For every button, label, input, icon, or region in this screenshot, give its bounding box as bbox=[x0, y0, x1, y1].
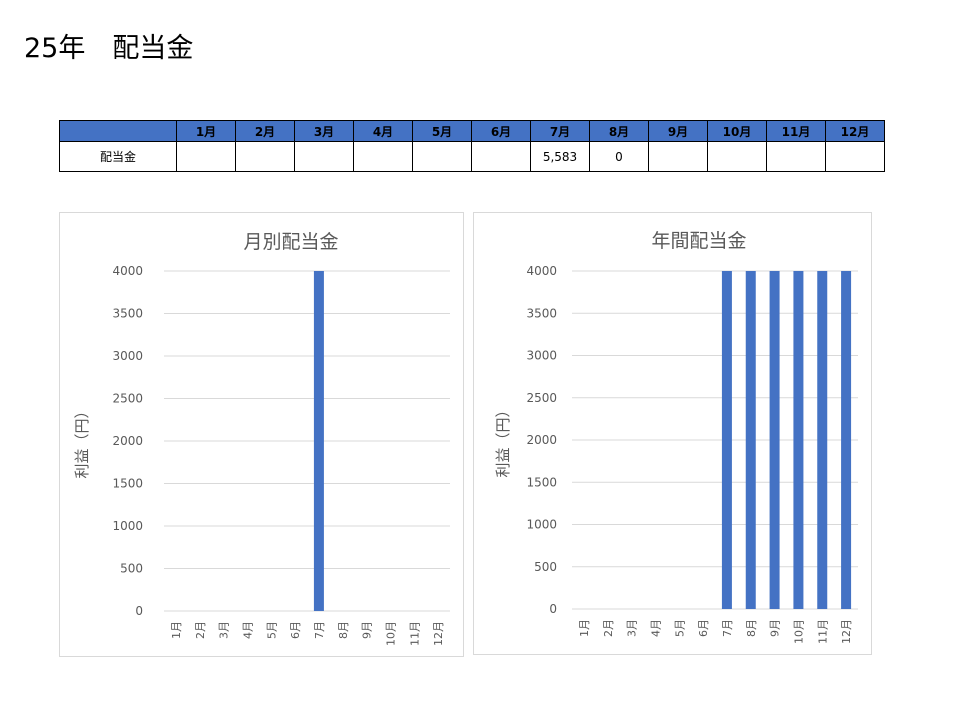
header-month-1: 1月 bbox=[176, 120, 236, 142]
y-tick-label: 2500 bbox=[112, 392, 143, 406]
bar-12月 bbox=[841, 271, 852, 609]
x-tick-label: 3月 bbox=[626, 619, 639, 637]
y-tick-label: 1000 bbox=[112, 519, 143, 533]
x-tick-label: 6月 bbox=[697, 619, 710, 637]
chart-title: 年間配当金 bbox=[651, 230, 746, 252]
header-month-11: 11月 bbox=[766, 120, 826, 142]
header-month-7: 7月 bbox=[530, 120, 590, 142]
annual-dividend-chart-svg: 年間配当金 0 500 1000 1500 2000 2500 3000 3500 4000 利益（… bbox=[494, 230, 858, 644]
table-row: 配当金 5,583 0 bbox=[59, 141, 885, 172]
cell-month-6 bbox=[471, 141, 531, 172]
bar-8月 bbox=[745, 271, 756, 609]
x-tick-label: 5月 bbox=[673, 619, 686, 637]
x-tick-label: 10月 bbox=[384, 621, 397, 646]
header-month-3: 3月 bbox=[294, 120, 354, 142]
header-month-4: 4月 bbox=[353, 120, 413, 142]
y-axis-label: 利益（円） bbox=[494, 402, 512, 477]
bar-7月 bbox=[313, 271, 324, 611]
x-tick-label: 12月 bbox=[840, 619, 853, 644]
header-month-12: 12月 bbox=[825, 120, 885, 142]
y-tick-label: 2000 bbox=[112, 434, 143, 448]
y-tick-label: 500 bbox=[120, 562, 143, 576]
x-tick-label: 2月 bbox=[194, 621, 207, 639]
y-tick-label: 1500 bbox=[526, 475, 557, 489]
cell-month-3 bbox=[294, 141, 354, 172]
cell-month-12 bbox=[825, 141, 885, 172]
cell-month-1 bbox=[176, 141, 236, 172]
bar-11月 bbox=[817, 271, 828, 609]
y-tick-label: 1000 bbox=[526, 518, 557, 532]
row-label: 配当金 bbox=[59, 141, 177, 172]
header-month-6: 6月 bbox=[471, 120, 531, 142]
y-tick-label: 2500 bbox=[526, 391, 557, 405]
cell-month-7: 5,583 bbox=[530, 141, 590, 172]
y-tick-label: 3500 bbox=[112, 307, 143, 321]
y-tick-label: 500 bbox=[534, 560, 557, 574]
x-tick-label: 1月 bbox=[170, 621, 183, 639]
x-tick-label: 4月 bbox=[241, 621, 254, 639]
table-header-row: 1月 2月 3月 4月 5月 6月 7月 8月 9月 10月 11月 12月 bbox=[59, 120, 885, 142]
x-tick-label: 2月 bbox=[602, 619, 615, 637]
x-tick-label: 6月 bbox=[289, 621, 302, 639]
page-title: 25年 配当金 bbox=[24, 33, 194, 64]
y-tick-label: 0 bbox=[549, 602, 557, 616]
y-tick-label: 3500 bbox=[526, 306, 557, 320]
y-tick-label: 3000 bbox=[526, 349, 557, 363]
header-month-8: 8月 bbox=[589, 120, 649, 142]
y-tick-label: 4000 bbox=[526, 264, 557, 278]
cell-month-2 bbox=[235, 141, 295, 172]
header-month-5: 5月 bbox=[412, 120, 472, 142]
y-tick-label: 1500 bbox=[112, 477, 143, 491]
y-tick-label: 3000 bbox=[112, 349, 143, 363]
x-tick-label: 10月 bbox=[792, 619, 805, 644]
x-tick-label: 3月 bbox=[218, 621, 231, 639]
chart-title: 月別配当金 bbox=[243, 231, 338, 253]
y-tick-label: 2000 bbox=[526, 433, 557, 447]
x-tick-label: 8月 bbox=[337, 621, 350, 639]
x-tick-label: 11月 bbox=[408, 621, 421, 646]
monthly-dividend-chart: 月別配当金 0 500 1000 1500 2000 2500 3000 3500 4000 利益（… bbox=[59, 212, 464, 657]
cell-month-5 bbox=[412, 141, 472, 172]
cell-month-11 bbox=[766, 141, 826, 172]
y-tick-label: 4000 bbox=[112, 264, 143, 278]
bar-10月 bbox=[793, 271, 804, 609]
cell-month-4 bbox=[353, 141, 413, 172]
x-tick-label: 9月 bbox=[361, 621, 374, 639]
cell-month-8: 0 bbox=[589, 141, 649, 172]
x-tick-label: 8月 bbox=[745, 619, 758, 637]
bar-7月 bbox=[721, 271, 732, 609]
bar-9月 bbox=[769, 271, 780, 609]
y-axis-label: 利益（円） bbox=[73, 403, 91, 478]
dividend-table: 1月 2月 3月 4月 5月 6月 7月 8月 9月 10月 11月 12月 配… bbox=[59, 120, 885, 172]
x-tick-label: 1月 bbox=[578, 619, 591, 637]
x-tick-label: 7月 bbox=[313, 621, 326, 639]
x-tick-label: 7月 bbox=[721, 619, 734, 637]
monthly-dividend-chart-svg: 月別配当金 0 500 1000 1500 2000 2500 3000 3500 4000 利益（… bbox=[73, 231, 450, 646]
x-tick-label: 9月 bbox=[769, 619, 782, 637]
cell-month-10 bbox=[707, 141, 767, 172]
x-tick-label: 11月 bbox=[816, 619, 829, 644]
header-corner-cell bbox=[59, 120, 177, 142]
header-month-10: 10月 bbox=[707, 120, 767, 142]
x-tick-label: 4月 bbox=[649, 619, 662, 637]
annual-dividend-chart: 年間配当金 0 500 1000 1500 2000 2500 3000 3500 4000 利益（… bbox=[473, 212, 872, 655]
header-month-9: 9月 bbox=[648, 120, 708, 142]
x-tick-label: 5月 bbox=[265, 621, 278, 639]
x-tick-label: 12月 bbox=[432, 621, 445, 646]
cell-month-9 bbox=[648, 141, 708, 172]
y-tick-label: 0 bbox=[135, 604, 143, 618]
header-month-2: 2月 bbox=[235, 120, 295, 142]
